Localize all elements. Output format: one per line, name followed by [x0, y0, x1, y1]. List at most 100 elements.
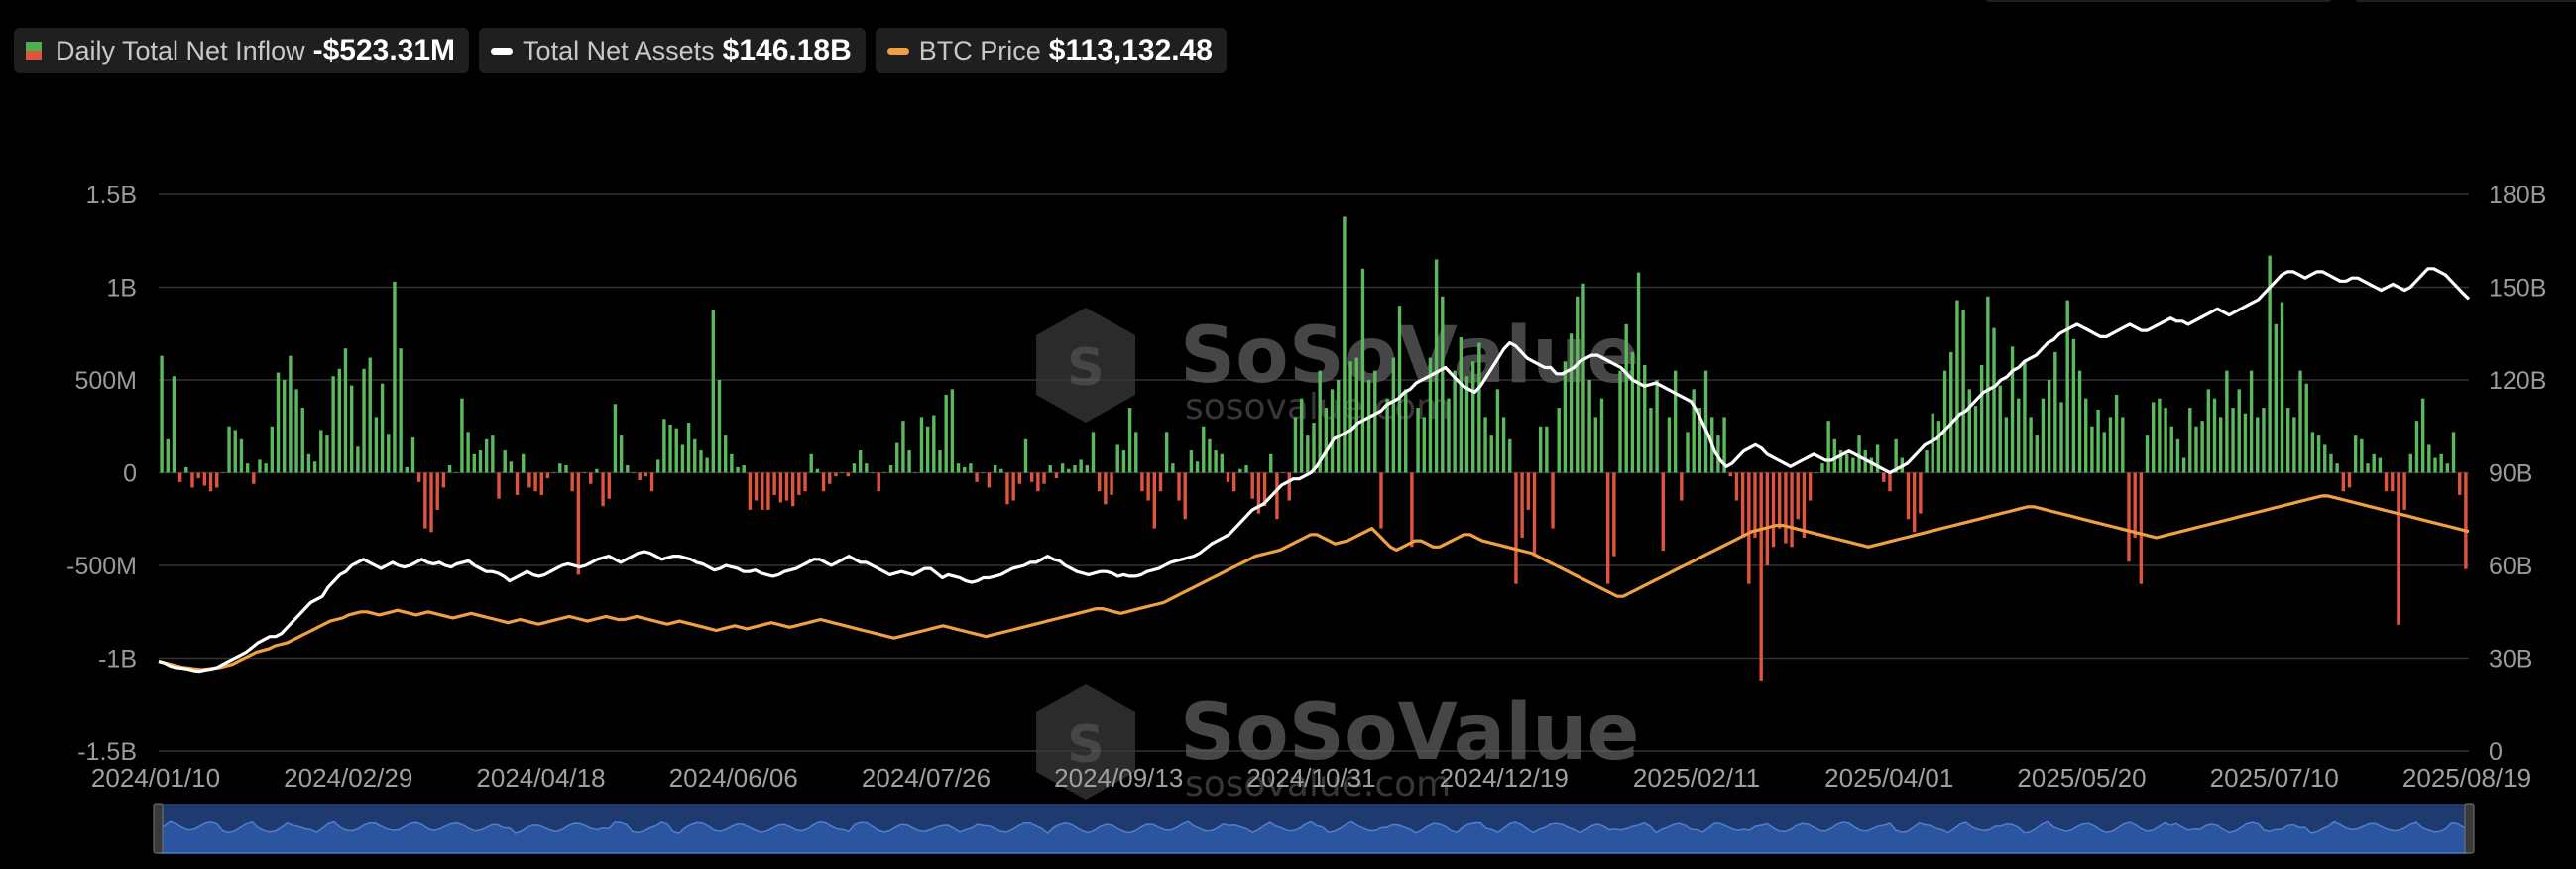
inflow-bar	[497, 472, 501, 499]
inflow-bar	[1802, 472, 1807, 538]
line-swatch-icon	[886, 47, 909, 55]
total-net-assets-line	[158, 267, 2471, 674]
inflow-bar	[809, 453, 813, 473]
inflow-bar	[1023, 438, 1028, 473]
right-tick-label: 30B	[2489, 646, 2532, 674]
inflow-bar	[410, 436, 415, 473]
inflow-bar	[1545, 426, 1549, 473]
inflow-bar	[1808, 472, 1813, 501]
inflow-bar	[2194, 426, 2198, 473]
inflow-bar	[300, 408, 304, 473]
inflow-bar	[1820, 463, 1824, 473]
legend-item-daily-net-inflow[interactable]: Daily Total Net Inflow -$523.31M	[14, 28, 470, 73]
inflow-bar	[2114, 394, 2119, 473]
inflow-bar	[1882, 472, 1886, 482]
inflow-bar	[1526, 472, 1531, 510]
inflow-bar	[686, 423, 691, 473]
right-tick-label: 0	[2489, 738, 2503, 766]
inflow-bar	[1826, 421, 1830, 473]
inflow-bar	[1428, 357, 1433, 473]
inflow-bar	[784, 472, 789, 501]
legend-item-total-net-assets[interactable]: Total Net Assets $146.18B	[479, 28, 866, 73]
inflow-bar	[2188, 408, 2192, 473]
sosovalue-logo-icon: S	[1036, 308, 1135, 423]
inflow-bar	[2408, 453, 2412, 473]
inflow-bar	[1692, 389, 1696, 473]
inflow-bar	[1931, 413, 1934, 473]
legend-item-btc-price[interactable]: BTC Price $113,132.48	[875, 28, 1227, 73]
inflow-bar	[987, 472, 992, 488]
inflow-bar	[668, 424, 672, 473]
inflow-bar	[2353, 435, 2358, 473]
inflow-bar	[1011, 472, 1015, 501]
range-navigator[interactable]	[153, 803, 2475, 854]
inflow-bar	[2175, 438, 2180, 473]
inflow-bar	[484, 438, 489, 473]
watermark-brand: SoSoValue	[1180, 311, 1639, 401]
inflow-bar	[2433, 457, 2437, 473]
inflow-bar	[761, 472, 764, 510]
inflow-bar	[447, 465, 452, 473]
right-tick-label: 150B	[2489, 275, 2546, 303]
x-tick-label: 2024/02/29	[284, 763, 412, 793]
inflow-bar	[1557, 408, 1561, 473]
inflow-bar	[1967, 389, 1971, 473]
inflow-bar	[227, 426, 231, 473]
inflow-bar	[1470, 361, 1475, 473]
inflow-bar	[607, 472, 611, 499]
top-tab-left[interactable]	[1985, 0, 2332, 2]
inflow-bar	[1912, 472, 1917, 533]
inflow-bar	[1299, 398, 1304, 473]
inflow-bar	[2347, 472, 2352, 488]
inflow-bar	[1373, 370, 1377, 473]
inflow-bar	[515, 472, 520, 495]
x-tick-label: 2024/10/31	[1246, 763, 1375, 793]
inflow-bar	[705, 457, 709, 473]
inflow-bar	[2047, 380, 2051, 473]
inflow-bar	[533, 472, 537, 492]
inflow-bar	[239, 438, 244, 473]
left-tick-label: 500M	[74, 367, 137, 395]
inflow-bar	[1698, 408, 1702, 473]
right-axis: 180B 150B 120B 90B 60B 30B 0	[2489, 182, 2546, 766]
inflow-bar	[1110, 472, 1113, 495]
inflow-bar	[632, 472, 636, 473]
inflow-bar	[558, 463, 562, 473]
inflow-bar	[1894, 438, 1898, 473]
inflow-bar	[1747, 472, 1751, 584]
inflow-bar	[865, 463, 869, 473]
inflow-bar	[289, 355, 293, 473]
inflow-bar	[1857, 435, 1861, 473]
inflow-bar	[1121, 450, 1126, 473]
right-tick-label: 90B	[2489, 460, 2532, 488]
inflow-bar	[1992, 327, 1996, 473]
inflow-bar	[2225, 370, 2229, 473]
inflow-bar	[1085, 465, 1090, 473]
inflow-bar	[1391, 357, 1396, 473]
inflow-bar	[993, 465, 997, 473]
inflow-bar	[981, 472, 985, 473]
inflow-bar	[466, 432, 470, 473]
inflow-bar	[1097, 472, 1102, 492]
inflow-bar	[888, 465, 893, 473]
inflow-bar	[2397, 472, 2400, 625]
inflow-bar	[1869, 457, 1874, 473]
inflow-bar	[907, 450, 911, 473]
inflow-bar	[539, 472, 543, 495]
legend-label: Daily Total Net Inflow	[56, 35, 305, 65]
inflow-bar	[1661, 472, 1665, 552]
inflow-bar	[1404, 389, 1408, 473]
top-tab-right[interactable]	[2355, 0, 2576, 2]
watermark-site: sosovalue.com	[1185, 387, 1451, 428]
inflow-bar	[509, 461, 514, 473]
inflow-bar	[649, 472, 654, 492]
inflow-bar	[1318, 370, 1322, 473]
inflow-bar	[601, 472, 605, 507]
inflow-bar	[1238, 468, 1242, 473]
inflow-bar	[551, 472, 556, 473]
inflow-bar	[748, 472, 753, 510]
inflow-bar	[1164, 432, 1169, 473]
inflow-bar	[2445, 463, 2450, 473]
inflow-bar	[270, 426, 275, 473]
legend: Daily Total Net Inflow -$523.31M Total N…	[14, 28, 1227, 73]
